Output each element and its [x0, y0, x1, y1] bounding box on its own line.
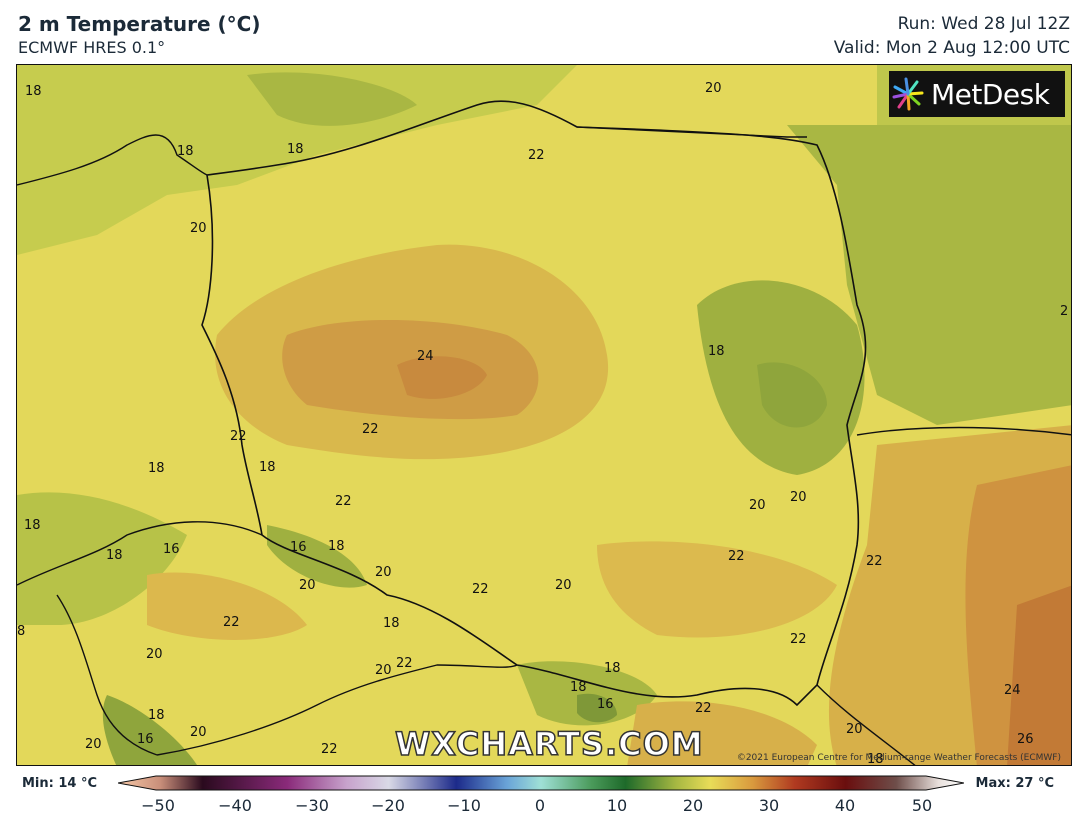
contour-label-8-edge: 8 [17, 624, 25, 639]
zone-warm-slovakia [627, 701, 817, 765]
wxcharts-watermark: WXCHARTS.COM [394, 724, 704, 764]
metdesk-brand: MetDesk [931, 77, 1050, 111]
contour-label-20-opole: 20 [375, 565, 392, 580]
border-czech-north [17, 521, 263, 586]
zone-cool-baltic [247, 72, 417, 126]
colorbar-tick: 50 [911, 796, 933, 815]
border-czech-west [56, 594, 158, 756]
contour-label-20-moravia: 20 [375, 663, 392, 678]
contour-label-22-ostrava: 22 [472, 582, 489, 597]
contour-label-18-tatra: 18 [604, 661, 621, 676]
max-temp-label: Max: 27 °C [975, 776, 1054, 791]
ecmwf-copyright: ©2021 European Centre for Medium-range W… [736, 753, 1061, 763]
contour-labels: 18 20 18 18 22 20 24 18 22 22 18 18 22 1… [17, 81, 1068, 766]
contour-label-16-alps: 16 [137, 732, 154, 747]
zone-warm-bohemia [147, 572, 307, 640]
contour-label-edge-e: 2 [1060, 304, 1068, 319]
zone-cool-belarus [787, 125, 1071, 425]
contour-label-20-west: 20 [190, 221, 207, 236]
border-czech-south [156, 664, 518, 756]
contour-label-18-austria: 18 [148, 708, 165, 723]
contour-label-16-tatra: 16 [597, 697, 614, 712]
map-canvas: 18 20 18 18 22 20 24 18 22 22 18 18 22 1… [17, 65, 1071, 766]
contour-label-20-alps: 20 [85, 737, 102, 752]
contour-label-18-east: 18 [708, 344, 725, 359]
zone-cool-north [17, 65, 577, 255]
contour-label-26-se: 26 [1017, 732, 1034, 747]
contour-label-20-lublin: 20 [749, 498, 766, 513]
contour-label-22-silesia: 22 [335, 494, 352, 509]
contour-label-22-moravia: 22 [396, 656, 413, 671]
contour-label-24-se: 24 [1004, 683, 1021, 698]
contour-label-18-hungary: 18 [867, 752, 884, 766]
colorbar [118, 775, 964, 791]
contour-label-18-rugen: 18 [177, 144, 194, 159]
border-kaliningrad [576, 126, 807, 138]
chart-title: 2 m Temperature (°C) [18, 12, 261, 36]
contour-label-22-carpathians: 22 [790, 632, 807, 647]
contour-label-18-moravia: 18 [383, 616, 400, 631]
contour-label-18-saxony: 18 [148, 461, 165, 476]
contour-label-22-vienna: 22 [321, 742, 338, 757]
metdesk-logo: MetDesk [889, 71, 1065, 117]
colorbar-tick: −30 [295, 796, 329, 815]
contour-label-18-bohemia: 18 [106, 548, 123, 563]
contour-label-20-ne: 20 [705, 81, 722, 96]
zone-cool-tatra [517, 661, 657, 726]
contour-label-18-coast: 18 [287, 142, 304, 157]
colorbar-tick: 30 [758, 796, 780, 815]
coast-germany [17, 134, 208, 186]
contour-label-22-ukraine: 22 [866, 554, 883, 569]
contour-label-24-center: 24 [417, 349, 434, 364]
border-slovakia-ukraine [816, 684, 916, 765]
contour-label-20-se: 20 [846, 722, 863, 737]
contour-label-22-gdansk: 22 [528, 148, 545, 163]
min-temp-label: Min: 14 °C [22, 776, 98, 791]
colorbar-ramp [118, 775, 964, 791]
contour-label-22-border: 22 [230, 429, 247, 444]
colorbar-section: Min: 14 °C Max: 27 °C [0, 768, 1088, 833]
zone-hot-central [397, 356, 487, 399]
colorbar-tick: −10 [447, 796, 481, 815]
contour-label-18-nw: 18 [25, 84, 42, 99]
colorbar-tick: 40 [834, 796, 856, 815]
metdesk-swirl-icon [892, 77, 924, 111]
zone-cold-alps [102, 695, 197, 765]
contour-label-22-roztocze: 22 [728, 549, 745, 564]
zone-cold-east [757, 362, 827, 428]
contour-label-20-sw: 20 [146, 647, 163, 662]
temperature-map[interactable]: 18 20 18 18 22 20 24 18 22 22 18 18 22 1… [16, 64, 1072, 766]
contour-label-16-sudety: 16 [290, 540, 307, 555]
zone-cool-bohemia [17, 492, 187, 625]
contour-label-20-bug: 20 [790, 490, 807, 505]
colorbar-tick: 0 [534, 796, 546, 815]
border-poland [201, 100, 867, 707]
colorbar-tick: −20 [371, 796, 405, 815]
colorbar-tick: −50 [141, 796, 175, 815]
contour-label-20-krakow: 20 [555, 578, 572, 593]
valid-time: Valid: Mon 2 Aug 12:00 UTC [833, 38, 1070, 58]
contour-label-18-erz: 18 [259, 460, 276, 475]
contour-label-20-bohemia: 20 [299, 578, 316, 593]
border-belarus-ukraine [856, 426, 1071, 436]
zone-cool-sudety [267, 525, 367, 588]
contour-label-22-slovakia: 22 [695, 701, 712, 716]
colorbar-tick: 10 [606, 796, 628, 815]
model-name: ECMWF HRES 0.1° [18, 38, 166, 57]
zone-hottest-ukraine [1007, 585, 1071, 765]
contour-label-22-prague: 22 [223, 615, 240, 630]
contour-label-18-sudety: 18 [328, 539, 345, 554]
contour-label-18-far-west: 18 [24, 518, 41, 533]
contour-label-22-central: 22 [362, 422, 379, 437]
zone-cold-tatra [577, 693, 617, 723]
contour-label-18-tatra-w: 18 [570, 680, 587, 695]
contour-label-16-bohemia: 16 [163, 542, 180, 557]
colorbar-tick: 20 [682, 796, 704, 815]
zone-warm-southeast [597, 541, 837, 638]
colorbar-tick: −40 [218, 796, 252, 815]
run-time: Run: Wed 28 Jul 12Z [897, 14, 1070, 34]
contour-label-20-austria: 20 [190, 725, 207, 740]
